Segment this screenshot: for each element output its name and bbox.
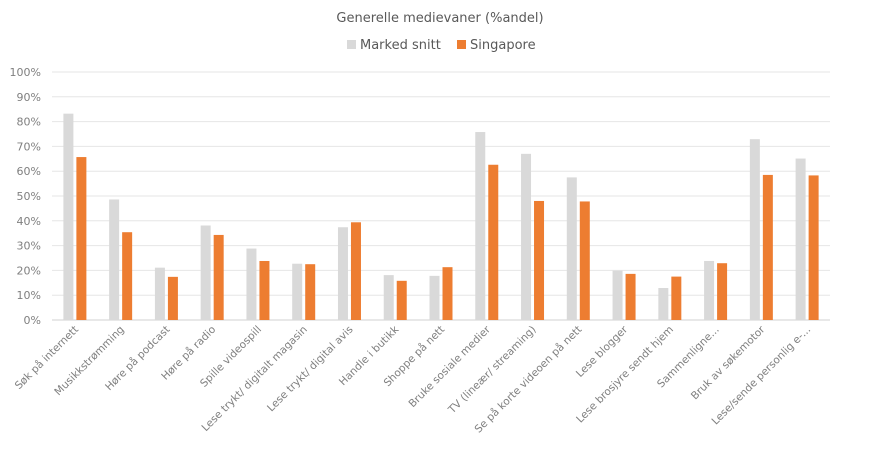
bar-marked-snitt [383, 275, 394, 320]
x-category-label: Lese trykt/ digital avis [265, 324, 356, 415]
bar-marked-snitt [292, 263, 303, 320]
bar-marked-snitt [63, 113, 74, 320]
bar-singapore [579, 201, 590, 320]
bar-marked-snitt [612, 270, 623, 320]
bar-singapore [213, 234, 224, 320]
y-tick-label: 70% [17, 140, 41, 153]
bar-singapore [671, 276, 682, 320]
chart-title: Generelle medievaner (%andel) [336, 11, 543, 26]
bar-marked-snitt [704, 260, 715, 320]
bar-singapore [762, 174, 773, 320]
y-tick-label: 50% [17, 190, 41, 203]
y-tick-label: 20% [17, 264, 41, 277]
y-tick-label: 30% [17, 240, 41, 253]
bar-singapore [350, 222, 361, 320]
bar-singapore [396, 280, 407, 320]
bar-marked-snitt [566, 177, 577, 320]
bar-singapore [305, 264, 316, 320]
bar-singapore [442, 267, 453, 320]
bar-marked-snitt [154, 267, 165, 320]
legend-label-marked-snitt: Marked snitt [360, 38, 441, 53]
y-tick-label: 100% [10, 66, 41, 79]
x-category-label: Lese brosjyre sendt hjem [574, 324, 676, 426]
x-category-label: TV (lineær/ streaming) [446, 324, 539, 417]
bar-singapore [717, 263, 728, 320]
x-category-label: Lese/sende personlig e-... [709, 324, 813, 428]
bar-marked-snitt [337, 227, 348, 320]
bar-marked-snitt [429, 275, 440, 320]
bar-singapore [625, 273, 636, 320]
y-tick-label: 10% [17, 289, 41, 302]
y-tick-label: 40% [17, 215, 41, 228]
bar-singapore [259, 260, 270, 320]
legend-swatch-singapore [457, 40, 466, 49]
bar-marked-snitt [749, 139, 760, 320]
bar-singapore [488, 164, 499, 320]
legend-label-singapore: Singapore [470, 38, 536, 53]
bar-marked-snitt [109, 199, 120, 320]
legend: Marked snitt Singapore [347, 38, 536, 53]
y-tick-label: 80% [17, 116, 41, 129]
y-tick-label: 60% [17, 165, 41, 178]
bar-singapore [808, 175, 819, 320]
legend-swatch-marked-snitt [347, 40, 356, 49]
y-tick-label: 0% [24, 314, 41, 327]
bar-marked-snitt [200, 225, 211, 320]
bar-singapore [167, 276, 178, 320]
bar-singapore [122, 232, 133, 320]
bar-marked-snitt [521, 153, 532, 320]
bar-marked-snitt [658, 288, 669, 320]
y-tick-label: 90% [17, 91, 41, 104]
bar-singapore [534, 200, 545, 320]
bar-marked-snitt [246, 248, 257, 320]
bar-marked-snitt [475, 132, 486, 320]
x-category-label: Bruke sosiale medier [406, 323, 493, 410]
bar-marked-snitt [795, 158, 806, 320]
bar-singapore [76, 157, 87, 320]
